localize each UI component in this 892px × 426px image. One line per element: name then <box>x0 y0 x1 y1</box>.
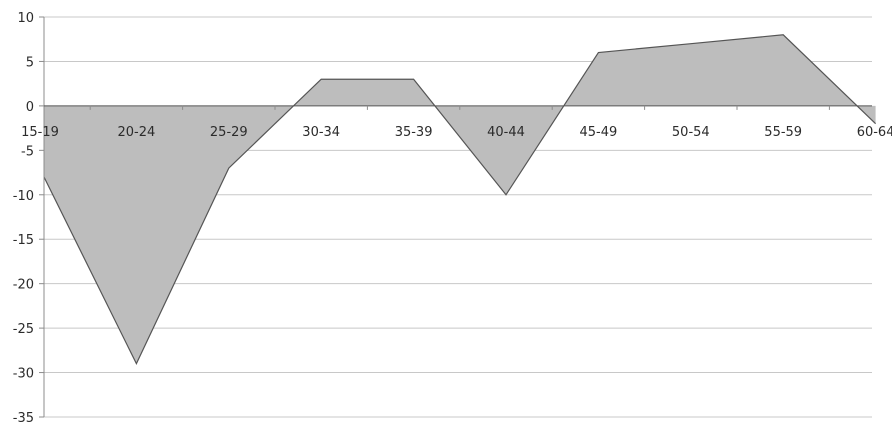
x-tick-label: 30-34 <box>302 125 340 140</box>
x-tick-label: 50-54 <box>672 125 710 140</box>
y-tick-label: -5 <box>21 144 34 159</box>
y-tick-label: 5 <box>26 55 34 70</box>
y-tick-labels: 10 5 0 -5 -10 -15 -20 -25 -30 -35 <box>13 11 34 426</box>
series-line <box>43 34 877 366</box>
y-tick-label: -35 <box>13 411 34 426</box>
area-fill <box>44 34 876 364</box>
x-tick-label: 60-64 <box>857 125 892 140</box>
area-series <box>43 34 877 366</box>
y-tick-label: -25 <box>13 322 34 337</box>
y-tick-label: 10 <box>17 11 34 26</box>
y-tick-label: -15 <box>13 233 34 248</box>
axes <box>39 16 872 418</box>
y-tick-label: -30 <box>13 367 34 382</box>
x-tick-label: 35-39 <box>395 125 433 140</box>
y-tick-label: -20 <box>13 278 34 293</box>
x-tick-label: 45-49 <box>580 125 618 140</box>
x-tick-labels: 15-19 20-24 25-29 30-34 35-39 40-44 45-49 50-54… <box>21 125 892 140</box>
x-tick-label: 55-59 <box>764 125 802 140</box>
x-tick-label: 15-19 <box>21 125 59 140</box>
x-tick-label: 25-29 <box>210 125 248 140</box>
y-tick-label: 0 <box>26 100 34 115</box>
x-tick-label: 40-44 <box>487 125 525 140</box>
x-tick-label: 20-24 <box>118 125 156 140</box>
y-tick-label: -10 <box>13 189 34 204</box>
